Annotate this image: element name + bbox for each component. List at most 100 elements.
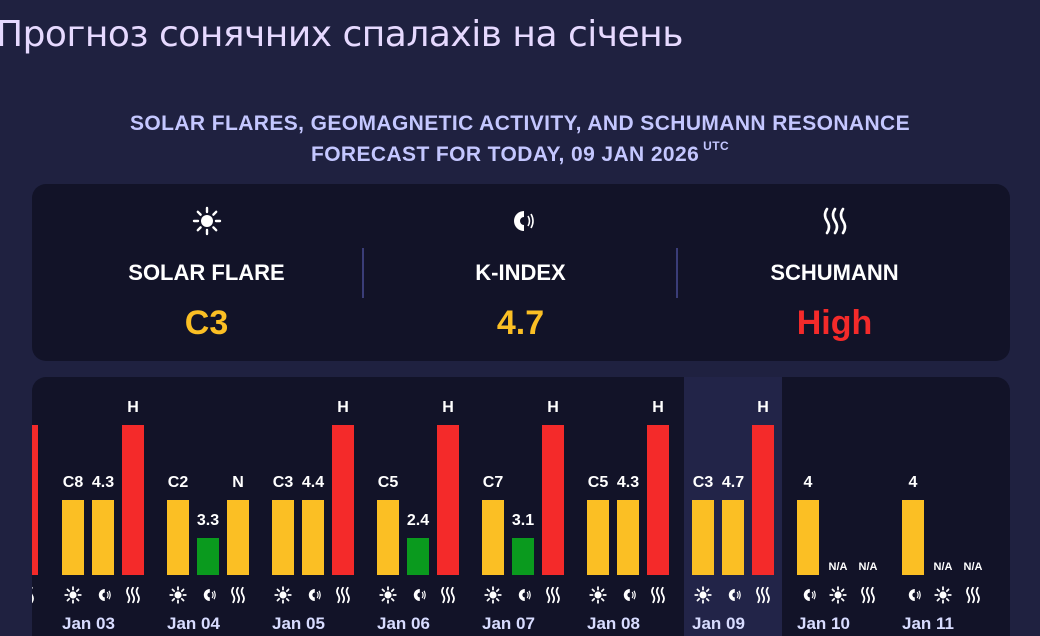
kindex-bar-label: 3.3 — [196, 512, 220, 529]
solar-flare-label: SOLAR FLARE — [128, 260, 285, 285]
forecast-date-text: FORECAST FOR TODAY, 09 JAN 2026 — [310, 143, 700, 166]
kindex-bar-label: 4.7 — [721, 474, 745, 491]
waves-icon — [857, 585, 879, 605]
magnet-icon — [797, 585, 819, 605]
forecast-subtitle-line-2: FORECAST FOR TODAY, 09 JAN 2026 UTC — [0, 139, 1040, 167]
k-index-metric: K-INDEX 4.7 — [358, 184, 683, 361]
kindex-bar-label: 4.4 — [301, 474, 325, 491]
day-label: Jan 05 — [272, 614, 325, 633]
schumann-bar — [437, 425, 459, 575]
sun-icon — [587, 585, 609, 605]
forecast-timeline[interactable]: C8 4.3 H Jan 03 C2 3.3 N Jan 04 C3 4.4 H Jan 05 C5 2.… — [32, 377, 1010, 636]
kindex-bar-label: 4.3 — [616, 474, 640, 491]
page-title: Прогноз сонячних спалахів на січень — [0, 14, 683, 55]
day-label: Jan 04 — [167, 614, 220, 633]
day-label: Jan 10 — [797, 614, 850, 633]
kindex-bar — [92, 500, 114, 575]
schumann-bar-label: H — [127, 399, 139, 416]
kindex-bar-label: 2.4 — [406, 512, 430, 529]
flare-bar-label: C3 — [692, 474, 714, 491]
day-label: Jan 06 — [377, 614, 430, 633]
schumann-bar — [332, 425, 354, 575]
day-label: Jan 07 — [482, 614, 535, 633]
flare-bar-label: N/A — [828, 561, 848, 573]
kindex-bar — [302, 500, 324, 575]
magnet-icon — [407, 585, 429, 605]
solar-flare-value: C3 — [184, 304, 229, 342]
magnet-icon — [358, 206, 683, 236]
schumann-bar-label: H — [442, 399, 454, 416]
schumann-metric: SCHUMANN High — [672, 184, 997, 361]
schumann-bar-label: N — [232, 474, 244, 491]
kindex-bar-label: 3.1 — [511, 512, 535, 529]
magnet-icon — [722, 585, 744, 605]
waves-icon — [752, 585, 774, 605]
flare-bar-label: C8 — [62, 474, 84, 491]
flare-bar — [62, 500, 84, 575]
flare-bar-label: C5 — [587, 474, 609, 491]
kindex-bar-label: 4.3 — [91, 474, 115, 491]
flare-bar — [272, 500, 294, 575]
schumann-bar-label: H — [652, 399, 664, 416]
waves-icon — [122, 585, 144, 605]
waves-icon — [672, 206, 997, 236]
flare-bar — [377, 500, 399, 575]
waves-icon — [227, 585, 249, 605]
magnet-icon — [512, 585, 534, 605]
schumann-bar — [227, 500, 249, 575]
sun-icon — [272, 585, 294, 605]
flare-bar — [587, 500, 609, 575]
schumann-bar — [542, 425, 564, 575]
forecast-subtitle-line-1: SOLAR FLARES, GEOMAGNETIC ACTIVITY, AND … — [130, 112, 910, 135]
magnet-icon — [617, 585, 639, 605]
schumann-bar-partial — [32, 425, 38, 575]
kindex-bar — [512, 538, 534, 575]
magnet-icon — [902, 585, 924, 605]
kindex-bar — [617, 500, 639, 575]
kindex-bar — [197, 538, 219, 575]
flare-bar-label: C5 — [377, 474, 399, 491]
kindex-bar — [797, 500, 819, 575]
sun-icon — [377, 585, 399, 605]
magnet-icon — [197, 585, 219, 605]
sun-icon — [692, 585, 714, 605]
schumann-bar — [647, 425, 669, 575]
waves-icon — [647, 585, 669, 605]
day-label: Jan 03 — [62, 614, 115, 633]
magnet-icon — [92, 585, 114, 605]
flare-bar — [167, 500, 189, 575]
schumann-bar-label: H — [757, 399, 769, 416]
waves-icon — [437, 585, 459, 605]
kindex-bar — [722, 500, 744, 575]
waves-icon — [32, 585, 38, 605]
sun-icon — [827, 585, 849, 605]
schumann-bar-label: N/A — [963, 561, 983, 573]
sun-icon — [167, 585, 189, 605]
sun-icon — [482, 585, 504, 605]
schumann-bar — [752, 425, 774, 575]
waves-icon — [542, 585, 564, 605]
k-index-label: K-INDEX — [475, 260, 566, 285]
schumann-bar — [122, 425, 144, 575]
magnet-icon — [302, 585, 324, 605]
flare-bar — [482, 500, 504, 575]
today-summary-card: SOLAR FLARE C3 K-INDEX 4.7 SCHUMANN High — [32, 184, 1010, 361]
kindex-bar-label: 4 — [803, 474, 813, 491]
schumann-label: SCHUMANN — [770, 260, 899, 285]
kindex-bar — [407, 538, 429, 575]
waves-icon — [962, 585, 984, 605]
schumann-bar-label: H — [547, 399, 559, 416]
flare-bar-label: N/A — [933, 561, 953, 573]
day-label: Jan 08 — [587, 614, 640, 633]
waves-icon — [332, 585, 354, 605]
day-label: Jan 09 — [692, 614, 745, 633]
sun-icon — [44, 206, 369, 236]
day-label: Jan 11 — [902, 614, 954, 633]
solar-flare-metric: SOLAR FLARE C3 — [44, 184, 369, 361]
flare-bar-label: C2 — [167, 474, 189, 491]
flare-bar — [692, 500, 714, 575]
sun-icon — [932, 585, 954, 605]
schumann-bar-label: H — [337, 399, 349, 416]
sun-icon — [62, 585, 84, 605]
utc-label: UTC — [703, 139, 730, 153]
